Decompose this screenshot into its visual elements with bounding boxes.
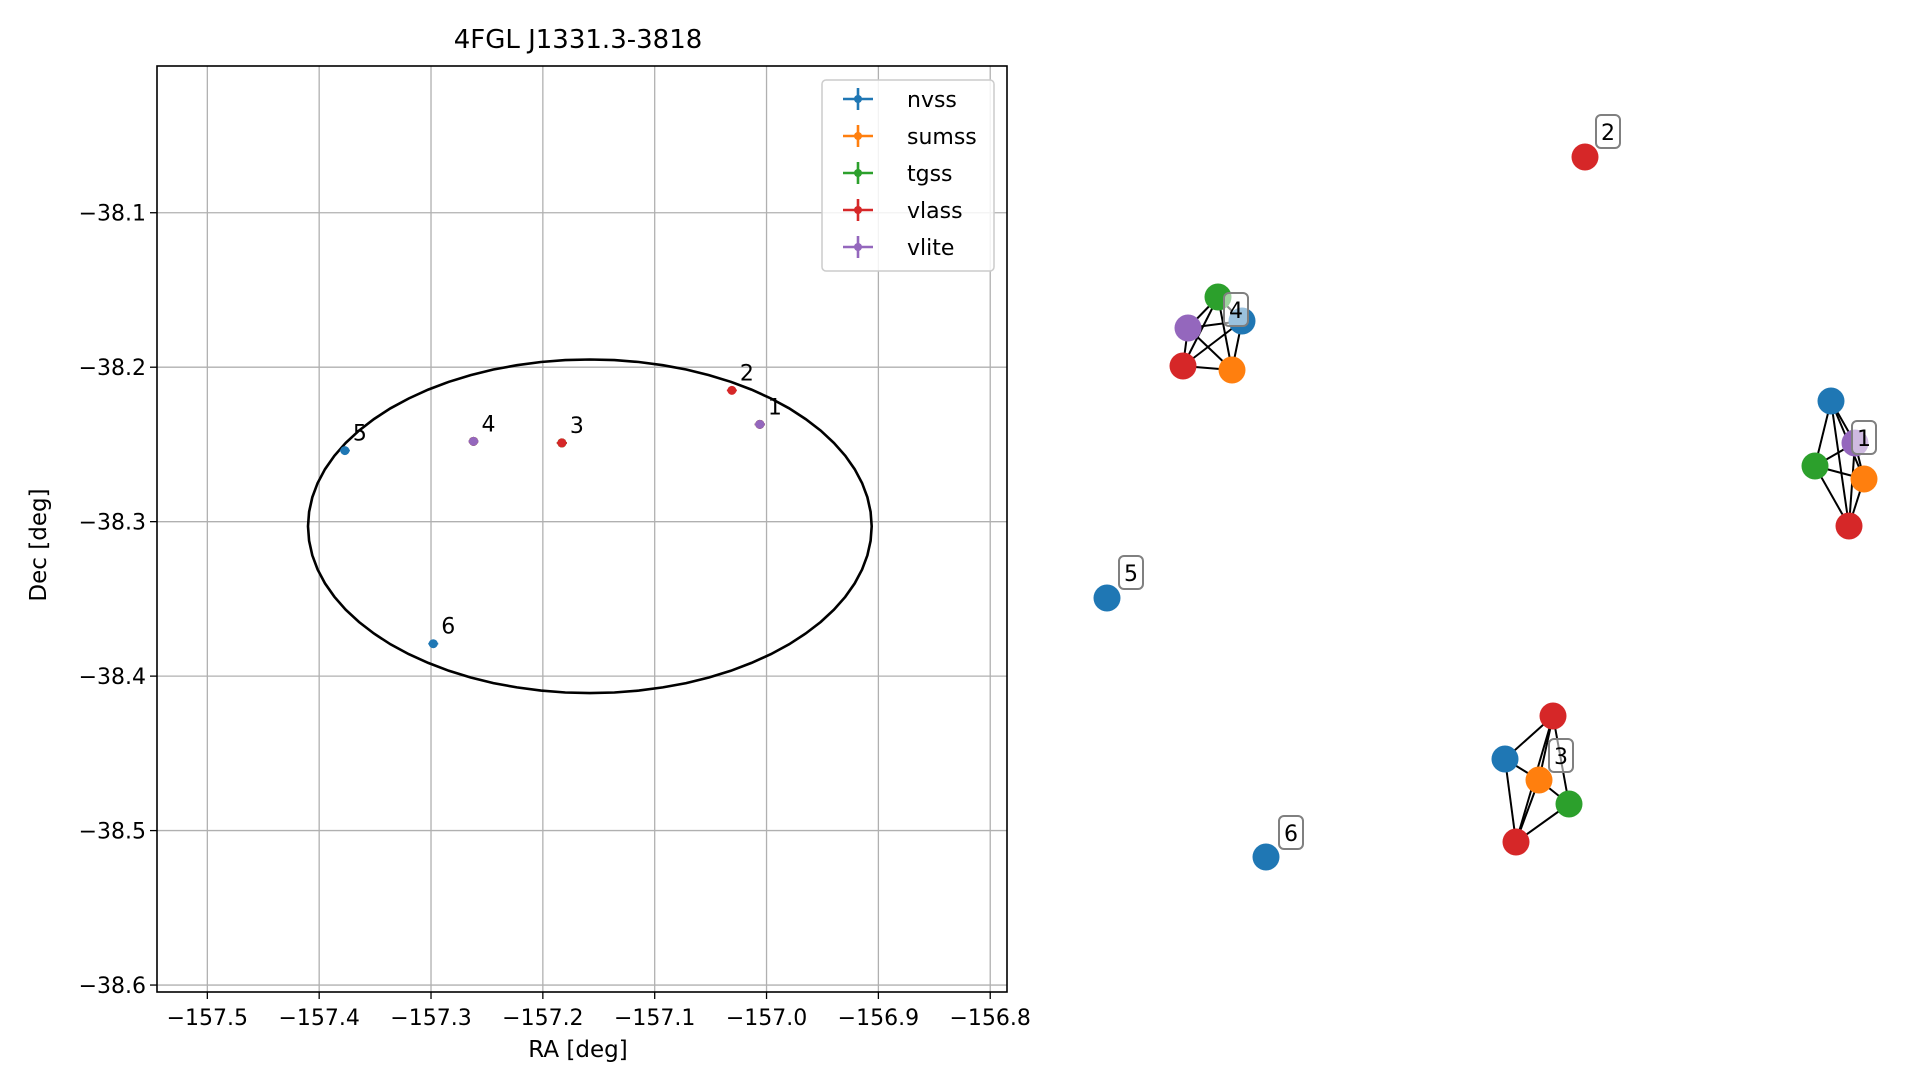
network-label-box bbox=[1223, 292, 1249, 327]
network-node-sumss bbox=[1850, 465, 1878, 493]
network-node-vlite bbox=[1174, 314, 1202, 342]
network-label: 5 bbox=[1124, 562, 1138, 587]
grid-lines bbox=[157, 66, 1007, 992]
legend-label-tgss: tgss bbox=[907, 162, 953, 187]
data-markers bbox=[339, 385, 765, 649]
chart-title: 4FGL J1331.3-3818 bbox=[454, 25, 703, 55]
point-nvss bbox=[428, 639, 438, 649]
network-edge bbox=[1504, 758, 1517, 843]
x-tick-label: −157.4 bbox=[278, 1006, 359, 1031]
network-label-box bbox=[1851, 420, 1877, 455]
legend: nvss sumss tgss vlass vlite bbox=[821, 79, 995, 272]
y-tick-label: −38.3 bbox=[79, 511, 146, 536]
network-edge bbox=[1830, 400, 1850, 527]
network-node-vlass bbox=[1571, 143, 1599, 171]
y-tick-label: −38.4 bbox=[79, 665, 146, 690]
y-tick-label: −38.2 bbox=[79, 356, 146, 381]
network-nodes bbox=[1093, 143, 1878, 871]
network-label-box bbox=[1595, 114, 1621, 149]
network-node-vlass bbox=[1502, 828, 1530, 856]
legend-marker-sumss bbox=[854, 132, 862, 140]
legend-label-sumss: sumss bbox=[907, 125, 977, 150]
legend-label-nvss: nvss bbox=[907, 88, 957, 113]
point-labels: 12 3 4 5 6 bbox=[353, 361, 782, 639]
x-tick-label: −156.9 bbox=[838, 1006, 919, 1031]
x-axis-ticks: −157.5 −157.4 −157.3 −157.2 −157.1 −157.0 −156… bbox=[167, 992, 1031, 1031]
x-tick-label: −157.2 bbox=[502, 1006, 583, 1031]
point-vlite bbox=[469, 436, 479, 446]
x-tick-label: −157.0 bbox=[726, 1006, 807, 1031]
network-node-tgss bbox=[1555, 790, 1583, 818]
legend-marker-vlass bbox=[854, 206, 862, 214]
y-axis-label: Dec [deg] bbox=[26, 488, 52, 601]
y-tick-label: −38.5 bbox=[79, 820, 146, 845]
network-node-nvss bbox=[1093, 584, 1121, 612]
network-label: 4 bbox=[1229, 299, 1243, 324]
axes-frame bbox=[156, 65, 1008, 993]
network-node-vlass bbox=[1169, 352, 1197, 380]
point-vlass bbox=[727, 385, 737, 395]
legend-marker-vlite bbox=[854, 243, 862, 251]
network-label: 6 bbox=[1284, 822, 1298, 847]
x-tick-label: −156.8 bbox=[950, 1006, 1031, 1031]
point-label: 6 bbox=[441, 615, 455, 640]
point-label: 5 bbox=[353, 422, 367, 447]
network-label-box bbox=[1278, 815, 1304, 850]
legend-label-vlite: vlite bbox=[907, 236, 954, 261]
point-label: 4 bbox=[482, 412, 496, 437]
network-node-vlass bbox=[1835, 512, 1863, 540]
legend-marker-nvss bbox=[854, 95, 862, 103]
legend-box bbox=[821, 79, 995, 272]
network-node-sumss bbox=[1525, 766, 1553, 794]
point-label: 1 bbox=[768, 395, 782, 420]
network-node-tgss bbox=[1801, 452, 1829, 480]
network-node-nvss bbox=[1491, 745, 1519, 773]
network-label: 1 bbox=[1857, 427, 1871, 452]
point-vlite bbox=[755, 419, 765, 429]
x-tick-label: −157.1 bbox=[614, 1006, 695, 1031]
point-label: 3 bbox=[570, 414, 584, 439]
network-labels: 1 2 3 4 5 6 bbox=[1118, 114, 1877, 850]
x-tick-label: −157.3 bbox=[390, 1006, 471, 1031]
network-node-vlass bbox=[1539, 702, 1567, 730]
network-label: 2 bbox=[1601, 121, 1615, 146]
legend-marker-tgss bbox=[854, 169, 862, 177]
point-label: 2 bbox=[740, 361, 754, 386]
legend-label-vlass: vlass bbox=[907, 199, 963, 224]
x-tick-label: −157.5 bbox=[167, 1006, 248, 1031]
network-node-nvss bbox=[1817, 387, 1845, 415]
x-axis-label: RA [deg] bbox=[528, 1037, 627, 1063]
y-axis-ticks: −38.1 −38.2 −38.3 −38.4 −38.5 −38.6 bbox=[79, 202, 157, 999]
network-label-box bbox=[1548, 738, 1574, 773]
network-graph: 1 2 3 4 5 6 bbox=[1093, 114, 1878, 871]
network-label: 3 bbox=[1554, 745, 1568, 770]
network-label-box bbox=[1118, 555, 1144, 590]
point-nvss bbox=[340, 446, 350, 456]
network-node-sumss bbox=[1218, 356, 1246, 384]
network-edges bbox=[1182, 296, 1865, 843]
point-vlass bbox=[557, 438, 567, 448]
network-node-nvss bbox=[1252, 843, 1280, 871]
y-tick-label: −38.1 bbox=[79, 202, 146, 227]
error-ellipse bbox=[306, 358, 874, 695]
y-tick-label: −38.6 bbox=[79, 974, 146, 999]
